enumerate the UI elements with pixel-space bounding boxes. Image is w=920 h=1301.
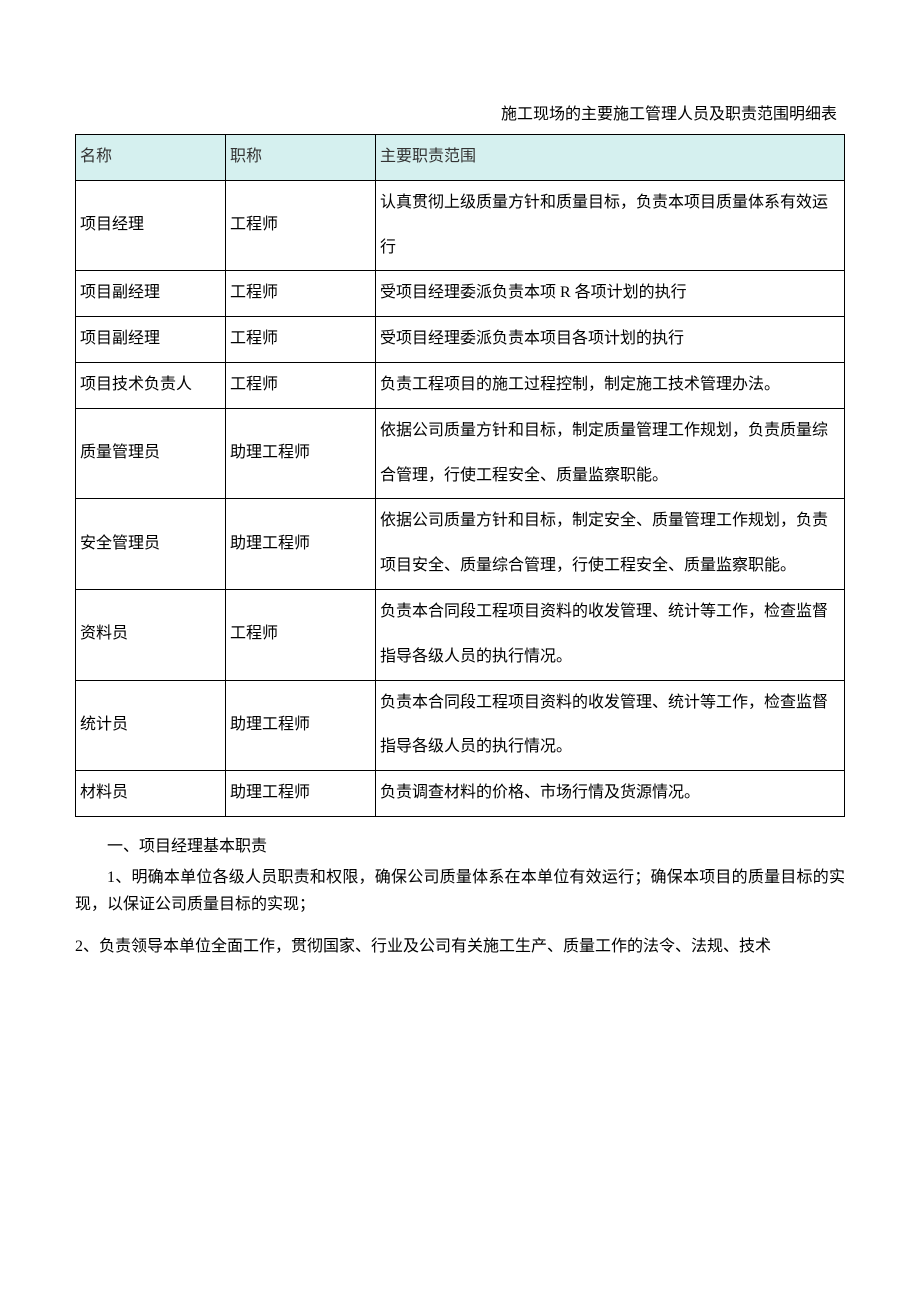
cell-name: 项目副经理 (76, 271, 226, 317)
cell-name: 材料员 (76, 771, 226, 817)
table-row: 质量管理员 助理工程师 依据公司质量方针和目标，制定质量管理工作规划，负责质量综… (76, 408, 845, 499)
table-row: 安全管理员 助理工程师 依据公司质量方针和目标，制定安全、质量管理工作规划，负责… (76, 499, 845, 590)
cell-name: 安全管理员 (76, 499, 226, 590)
table-row: 项目副经理 工程师 受项目经理委派负责本项目各项计划的执行 (76, 317, 845, 363)
body-text: 一、项目经理基本职责 1、明确本单位各级人员职责和权限，确保公司质量体系在本单位… (75, 833, 845, 960)
section-heading: 一、项目经理基本职责 (75, 833, 845, 860)
cell-name: 项目技术负责人 (76, 362, 226, 408)
cell-duty: 负责调查材料的价格、市场行情及货源情况。 (376, 771, 845, 817)
cell-title: 工程师 (226, 271, 376, 317)
body-item-2: 2、负责领导本单位全面工作，贯彻国家、行业及公司有关施工生产、质量工作的法令、法… (75, 933, 845, 960)
cell-duty: 受项目经理委派负责本项 R 各项计划的执行 (376, 271, 845, 317)
cell-name: 质量管理员 (76, 408, 226, 499)
cell-name: 项目副经理 (76, 317, 226, 363)
cell-title: 助理工程师 (226, 499, 376, 590)
cell-title: 助理工程师 (226, 408, 376, 499)
cell-title: 助理工程师 (226, 771, 376, 817)
cell-title: 工程师 (226, 317, 376, 363)
cell-title: 工程师 (226, 180, 376, 271)
cell-duty: 依据公司质量方针和目标，制定安全、质量管理工作规划，负责项目安全、质量综合管理，… (376, 499, 845, 590)
cell-name: 统计员 (76, 680, 226, 771)
body-item-1: 1、明确本单位各级人员职责和权限，确保公司质量体系在本单位有效运行；确保本项目的… (75, 864, 845, 918)
cell-title: 工程师 (226, 589, 376, 680)
cell-duty: 负责工程项目的施工过程控制，制定施工技术管理办法。 (376, 362, 845, 408)
cell-duty: 负责本合同段工程项目资料的收发管理、统计等工作，检查监督指导各级人员的执行情况。 (376, 680, 845, 771)
table-row: 统计员 助理工程师 负责本合同段工程项目资料的收发管理、统计等工作，检查监督指导… (76, 680, 845, 771)
cell-name: 资料员 (76, 589, 226, 680)
table-caption: 施工现场的主要施工管理人员及职责范围明细表 (75, 100, 845, 124)
table-row: 项目副经理 工程师 受项目经理委派负责本项 R 各项计划的执行 (76, 271, 845, 317)
cell-duty: 受项目经理委派负责本项目各项计划的执行 (376, 317, 845, 363)
table-row: 资料员 工程师 负责本合同段工程项目资料的收发管理、统计等工作，检查监督指导各级… (76, 589, 845, 680)
cell-name: 项目经理 (76, 180, 226, 271)
cell-title: 助理工程师 (226, 680, 376, 771)
cell-duty: 认真贯彻上级质量方针和质量目标，负责本项目质量体系有效运行 (376, 180, 845, 271)
cell-title: 工程师 (226, 362, 376, 408)
cell-duty: 依据公司质量方针和目标，制定质量管理工作规划，负责质量综合管理，行使工程安全、质… (376, 408, 845, 499)
table-header-row: 名称 职称 主要职责范围 (76, 135, 845, 181)
col-header-duty: 主要职责范围 (376, 135, 845, 181)
table-row: 材料员 助理工程师 负责调查材料的价格、市场行情及货源情况。 (76, 771, 845, 817)
col-header-title: 职称 (226, 135, 376, 181)
col-header-name: 名称 (76, 135, 226, 181)
table-row: 项目技术负责人 工程师 负责工程项目的施工过程控制，制定施工技术管理办法。 (76, 362, 845, 408)
cell-duty: 负责本合同段工程项目资料的收发管理、统计等工作，检查监督指导各级人员的执行情况。 (376, 589, 845, 680)
personnel-table: 名称 职称 主要职责范围 项目经理 工程师 认真贯彻上级质量方针和质量目标，负责… (75, 134, 845, 817)
table-row: 项目经理 工程师 认真贯彻上级质量方针和质量目标，负责本项目质量体系有效运行 (76, 180, 845, 271)
